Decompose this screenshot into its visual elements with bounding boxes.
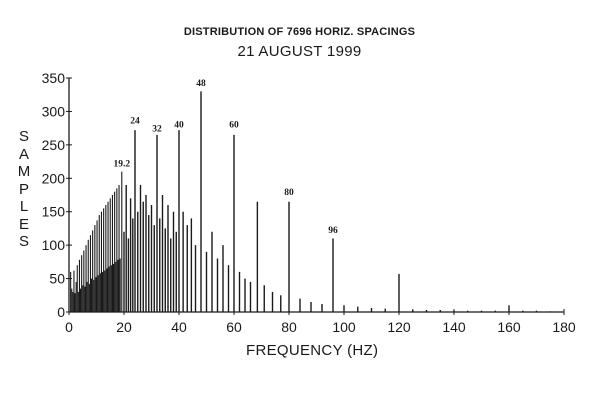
- peak-annotation: 24: [130, 116, 140, 126]
- y-axis-label-letter: S: [18, 233, 29, 250]
- chart-title: DISTRIBUTION OF 7696 HORIZ. SPACINGS: [183, 26, 416, 38]
- x-tick-label: 80: [281, 319, 297, 335]
- y-tick-label: 50: [49, 271, 65, 287]
- y-tick-label: 100: [42, 237, 66, 253]
- peak-annotation: 40: [174, 120, 184, 130]
- x-tick-label: 20: [116, 319, 132, 335]
- y-tick-label: 300: [42, 103, 66, 119]
- x-tick-label: 60: [226, 319, 242, 335]
- x-tick-label: 40: [171, 319, 187, 335]
- x-tick-label: 120: [387, 319, 411, 335]
- x-tick-label: 140: [442, 319, 466, 335]
- peak-annotation: 96: [328, 226, 338, 236]
- y-tick-label: 150: [42, 204, 66, 220]
- y-axis-label-letter: A: [18, 145, 29, 163]
- y-axis-label-letter: E: [18, 215, 29, 233]
- y-axis-label-letter: L: [19, 198, 29, 215]
- x-tick-label: 100: [332, 319, 356, 335]
- y-axis-label-letter: P: [18, 180, 29, 198]
- x-axis-label: FREQUENCY (HZ): [246, 342, 379, 359]
- peak-annotation: 60: [229, 120, 239, 130]
- y-axis-label-letter: S: [18, 128, 29, 145]
- y-axis-label-letter: M: [17, 163, 31, 180]
- peak-annotation: 19.2: [113, 159, 130, 169]
- y-tick-label: 200: [42, 170, 66, 186]
- y-tick-label: 0: [57, 304, 65, 320]
- peak-annotation: 32: [152, 124, 162, 134]
- y-tick-label: 350: [42, 70, 66, 86]
- chart-subtitle: 21 AUGUST 1999: [237, 43, 362, 60]
- x-tick-label: 180: [552, 319, 576, 335]
- peak-annotation: 48: [196, 79, 206, 89]
- x-tick-label: 160: [497, 319, 521, 335]
- peak-annotation: 80: [284, 188, 294, 198]
- x-tick-label: 0: [65, 319, 73, 335]
- y-tick-label: 250: [42, 137, 66, 153]
